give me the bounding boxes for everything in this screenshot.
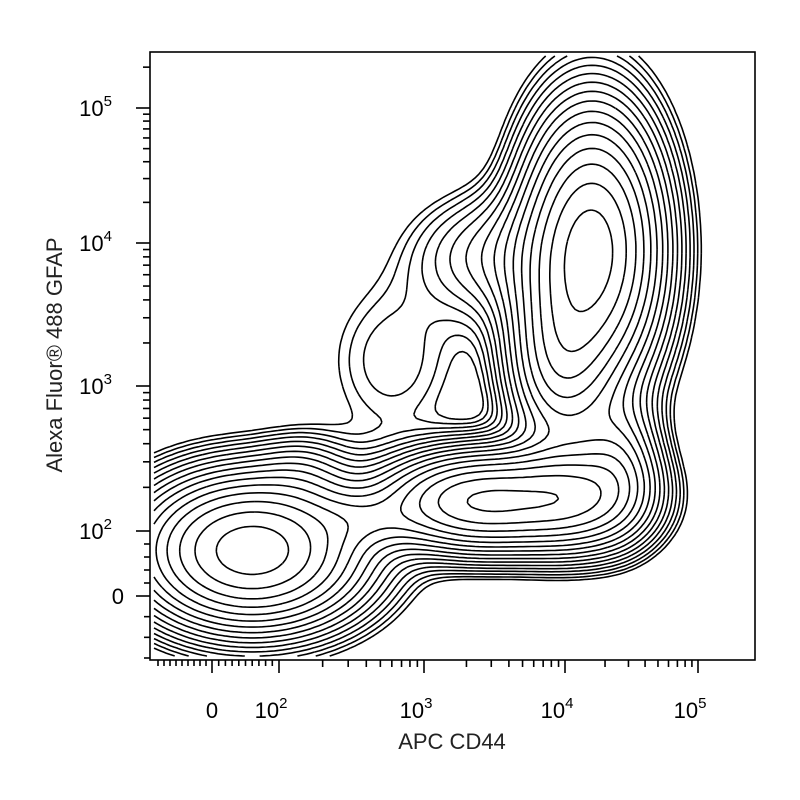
plot-frame	[149, 51, 756, 661]
contour-level-2	[153, 55, 699, 657]
y-axis-title: Alexa Fluor® 488 GFAP	[42, 237, 67, 472]
contour-level-10	[153, 110, 664, 628]
contour-level-6	[153, 72, 683, 649]
x-axis: 0 102 103 104 105	[157, 660, 707, 723]
x-tick-label: 103	[400, 695, 433, 723]
contour-level-15	[194, 182, 627, 590]
x-tick-label: 104	[541, 695, 574, 723]
contour-level-8	[153, 90, 674, 639]
contour-level-9	[153, 100, 669, 634]
contour-level-3	[153, 55, 695, 657]
contour-level-1	[153, 55, 703, 657]
contour-level-14	[178, 163, 637, 600]
x-tick-label: 0	[206, 698, 218, 723]
x-tick-label: 105	[674, 695, 707, 723]
contour-level-16	[215, 209, 614, 576]
x-tick-label: 102	[255, 695, 288, 723]
y-axis: 0 102 103 104 105	[79, 66, 150, 659]
contour-level-12	[155, 133, 652, 616]
y-tick-label: 104	[79, 228, 112, 256]
y-tick-label: 102	[79, 516, 112, 544]
contour-level-7	[153, 81, 679, 644]
y-tick-label: 0	[112, 584, 124, 609]
contour-level-11	[153, 121, 658, 622]
contour-level-5	[153, 64, 687, 653]
y-tick-label: 105	[79, 93, 112, 121]
contour-lines	[153, 55, 703, 657]
x-axis-title: APC CD44	[398, 729, 506, 754]
y-tick-label: 103	[79, 371, 112, 399]
contour-level-4	[153, 56, 691, 657]
contour-level-13	[166, 147, 645, 608]
